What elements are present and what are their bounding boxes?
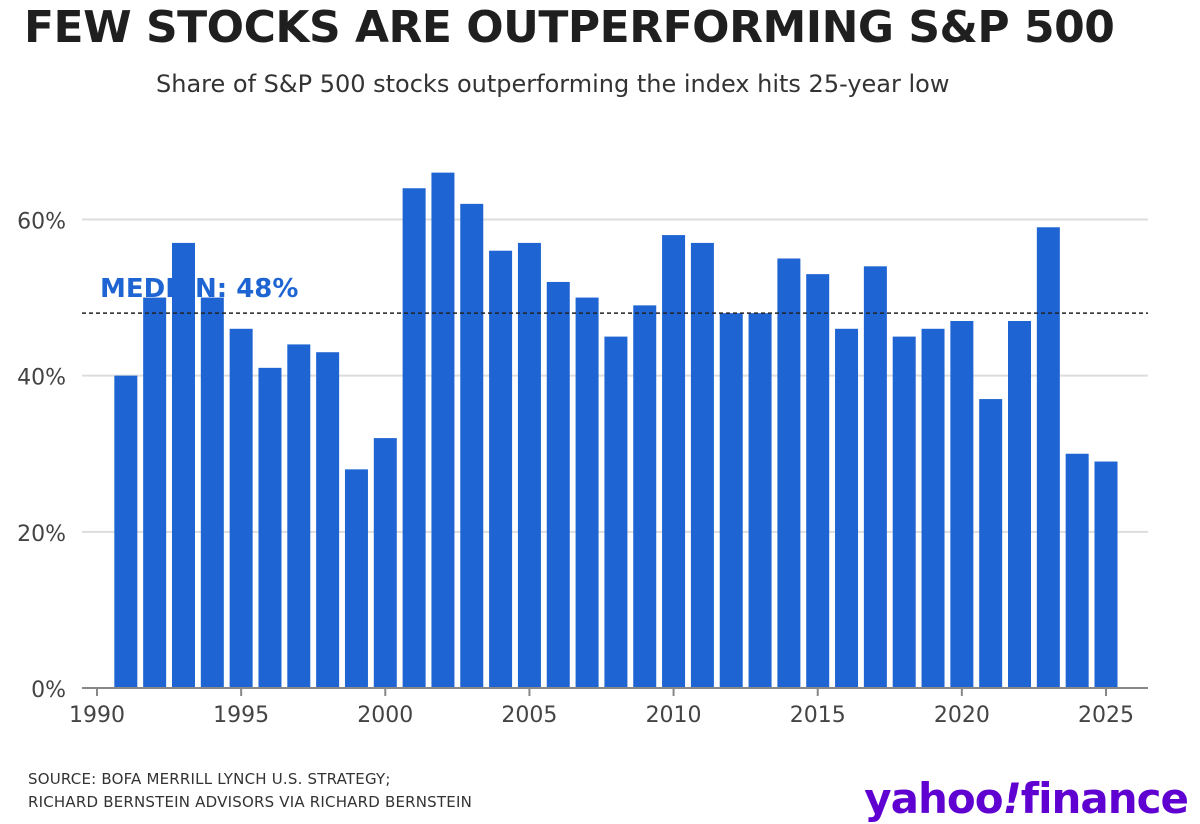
bar-2019: [921, 328, 945, 688]
yahoo-finance-logo: yahoo!finance: [864, 774, 1189, 823]
bar-2021: [979, 399, 1003, 688]
bar-1998: [316, 352, 340, 688]
bar-2005: [517, 242, 541, 688]
axes: 0% 20% 40% 60% 1990 1995 2000 2005 2010 2015 2020 2…: [17, 209, 1148, 728]
x-tick-label: 2015: [790, 703, 846, 728]
bar-2024: [1065, 453, 1089, 688]
x-tick-label: 2000: [357, 703, 413, 728]
x-tick-label: 1990: [69, 703, 125, 728]
bar-1997: [287, 344, 311, 688]
bar-1992: [143, 297, 167, 688]
bar-2013: [748, 313, 772, 688]
y-tick-label: 0%: [31, 678, 66, 703]
bar-2020: [950, 320, 974, 688]
x-tick-label: 2020: [934, 703, 990, 728]
bar-2007: [575, 297, 599, 688]
bars: [114, 172, 1118, 689]
y-tick-label: 60%: [17, 209, 66, 234]
bar-1999: [344, 469, 368, 688]
bar-2015: [806, 274, 830, 688]
chart-title: FEW STOCKS ARE OUTPERFORMING S&P 500: [24, 2, 1115, 53]
bar-2004: [489, 250, 513, 688]
median-label: MEDIAN: 48%: [100, 274, 298, 304]
bar-2023: [1036, 227, 1060, 688]
bar-1994: [200, 297, 224, 688]
x-tick-label: 2005: [501, 703, 557, 728]
source-line-1: SOURCE: BOFA MERRILL LYNCH U.S. STRATEGY…: [28, 770, 391, 788]
bar-2003: [460, 203, 484, 688]
bar-2011: [690, 242, 714, 688]
bar-2017: [863, 266, 887, 688]
bar-2008: [604, 336, 628, 688]
bar-2014: [777, 258, 801, 688]
bar-2016: [835, 328, 859, 688]
bar-1996: [258, 367, 282, 688]
x-tick-label: 1995: [213, 703, 269, 728]
source-note: SOURCE: BOFA MERRILL LYNCH U.S. STRATEGY…: [28, 768, 472, 814]
x-tick-label: 2010: [646, 703, 702, 728]
bar-2000: [373, 438, 397, 688]
source-line-2: RICHARD BERNSTEIN ADVISORS VIA RICHARD B…: [28, 793, 472, 811]
bar-1995: [229, 328, 253, 688]
y-tick-label: 20%: [17, 522, 66, 547]
bar-1991: [114, 375, 138, 688]
bar-2001: [402, 188, 426, 689]
bar-2022: [1008, 320, 1032, 688]
median-marker: MEDIAN: 48%: [82, 274, 1148, 314]
x-tick-label: 2025: [1078, 703, 1134, 728]
bar-2025: [1094, 461, 1118, 688]
bar-2002: [431, 172, 455, 688]
bar-2009: [633, 305, 657, 688]
y-tick-label: 40%: [17, 366, 66, 391]
bar-chart: MEDIAN: 48% 0% 20% 40% 60% 1990 1995 2000 2005 2…: [17, 172, 1148, 728]
bar-2018: [892, 336, 916, 688]
bar-1993: [171, 242, 195, 688]
bar-2012: [719, 313, 743, 688]
bar-2010: [662, 235, 686, 688]
bar-2006: [546, 281, 570, 688]
chart-subtitle: Share of S&P 500 stocks outperforming th…: [156, 70, 950, 98]
